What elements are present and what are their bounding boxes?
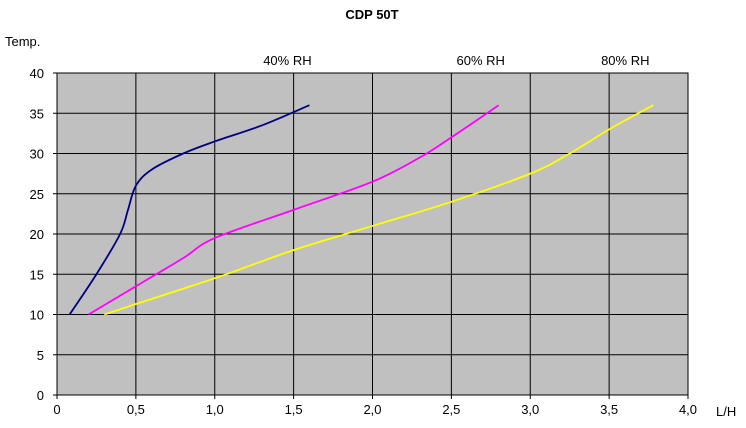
x-tick-label: 1,0 — [206, 402, 224, 417]
x-tick-label: 3,5 — [600, 402, 618, 417]
y-tick-label: 25 — [30, 187, 44, 202]
series-line-40-rh — [68, 104, 310, 315]
series-line-60-rh — [88, 104, 500, 316]
x-tick-label: 1,5 — [285, 402, 303, 417]
x-tick-label: 4,0 — [679, 402, 697, 417]
y-tick-label: 30 — [30, 147, 44, 162]
x-tick-label: 2,5 — [442, 402, 460, 417]
x-tick-label: 0,5 — [127, 402, 145, 417]
y-tick-label: 20 — [30, 227, 44, 242]
x-axis-label: L/H — [716, 404, 736, 419]
y-tick-label: 0 — [37, 388, 44, 403]
y-tick-label: 5 — [37, 348, 44, 363]
x-tick-label: 0 — [53, 402, 60, 417]
series-label-60-rh: 60% RH — [456, 53, 504, 68]
y-axis-label: Temp. — [5, 34, 40, 49]
series-label-40-rh: 40% RH — [263, 53, 311, 68]
y-tick-label: 35 — [30, 106, 44, 121]
x-tick-label: 2,0 — [363, 402, 381, 417]
y-tick-label: 15 — [30, 267, 44, 282]
series-label-80-rh: 80% RH — [601, 53, 649, 68]
x-tick-label: 3,0 — [521, 402, 539, 417]
chart-title: CDP 50T — [345, 7, 398, 22]
y-tick-label: 40 — [30, 66, 44, 81]
series-line-80-rh — [104, 104, 654, 316]
y-tick-label: 10 — [30, 308, 44, 323]
